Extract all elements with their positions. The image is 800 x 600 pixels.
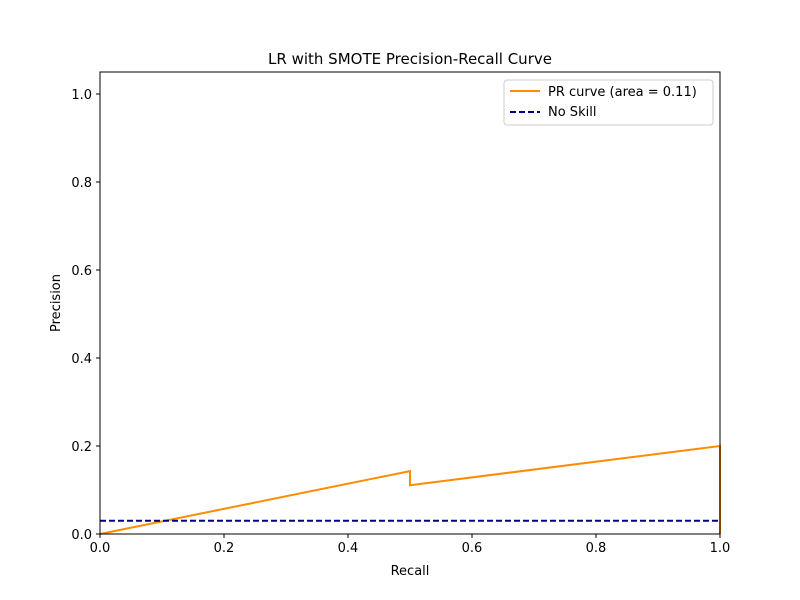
chart-title: LR with SMOTE Precision-Recall Curve (268, 50, 552, 68)
legend: PR curve (area = 0.11) No Skill (503, 79, 714, 126)
legend-label-no-skill: No Skill (548, 105, 596, 120)
legend-label-pr-curve: PR curve (area = 0.11) (548, 85, 697, 100)
plot-lines (99, 444, 721, 535)
y-tick-label: 0.0 (71, 528, 92, 543)
y-axis: 0.0 0.2 0.4 0.6 0.8 1.0 (71, 88, 100, 543)
y-tick-label: 0.8 (71, 176, 92, 191)
legend-box (503, 79, 714, 126)
plot-frame (99, 71, 721, 535)
x-tick-label: 1.0 (710, 541, 731, 556)
x-axis-label: Recall (391, 564, 430, 579)
x-axis: 0.0 0.2 0.4 0.6 0.8 1.0 (90, 534, 731, 556)
x-tick-label: 0.8 (586, 541, 607, 556)
x-tick-label: 0.2 (214, 541, 235, 556)
y-tick-label: 0.2 (71, 440, 92, 455)
y-axis-label: Precision (49, 274, 64, 332)
y-tick-label: 1.0 (71, 88, 92, 103)
y-tick-label: 0.6 (71, 264, 92, 279)
y-tick-label: 0.4 (71, 352, 92, 367)
x-tick-label: 0.4 (338, 541, 359, 556)
x-tick-label: 0.0 (90, 541, 111, 556)
x-tick-label: 0.6 (462, 541, 483, 556)
